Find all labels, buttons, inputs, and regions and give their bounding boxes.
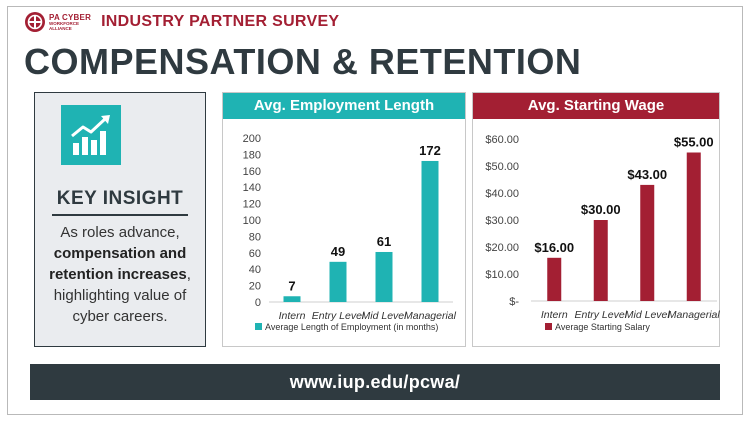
y-tick-label: 80	[249, 231, 261, 243]
y-tick-label: $50.00	[485, 161, 519, 173]
legend-swatch	[545, 323, 552, 330]
x-tick-label: Managerial	[668, 309, 721, 321]
employment-length-chart: 0 20 40 60 80 100 120 140 160 180 200 7 Intern 49 Entr…	[243, 133, 457, 332]
footer-url[interactable]: www.iup.edu/pcwa/	[30, 364, 720, 400]
key-insight-divider	[52, 214, 188, 216]
pa-cyber-logo-icon	[25, 12, 45, 32]
data-label: 172	[419, 143, 441, 158]
starting-wage-chart-panel: Avg. Starting Wage $- $10.00 $20.00 $30.00 $…	[472, 92, 720, 347]
header: PA CYBER WORKFORCE ALLIANCE INDUSTRY PAR…	[24, 11, 339, 33]
starting-wage-chart-title: Avg. Starting Wage	[473, 93, 719, 119]
growth-chart-icon	[61, 105, 121, 165]
y-tick-label: 140	[243, 182, 261, 194]
y-tick-label: $20.00	[485, 242, 519, 254]
x-tick-label: Entry Level	[312, 310, 365, 322]
data-label: $55.00	[674, 135, 714, 150]
bar	[421, 160, 439, 302]
data-label: 49	[331, 244, 345, 259]
logo-text: PA CYBER WORKFORCE ALLIANCE	[49, 12, 92, 31]
y-tick-label: $30.00	[485, 215, 519, 227]
y-tick-label: $40.00	[485, 188, 519, 200]
data-label: $16.00	[534, 240, 574, 255]
employment-length-chart-title: Avg. Employment Length	[223, 93, 465, 119]
x-tick-label: Mid Level	[362, 310, 408, 322]
logo-line1: PA CYBER	[49, 12, 92, 22]
starting-wage-chart: $- $10.00 $20.00 $30.00 $40.00 $50.00 $60.00 $1…	[485, 134, 721, 332]
y-tick-label: $60.00	[485, 134, 519, 146]
bar	[375, 251, 393, 302]
y-tick-label: 60	[249, 248, 261, 260]
key-insight-title: KEY INSIGHT	[56, 188, 184, 209]
data-label: 61	[377, 234, 391, 249]
y-tick-label: 120	[243, 199, 261, 211]
bar	[593, 220, 608, 301]
x-tick-label: Intern	[541, 309, 568, 321]
y-tick-label: 0	[255, 297, 261, 309]
bar	[547, 257, 562, 301]
data-label: $30.00	[581, 202, 621, 217]
logo-line2: WORKFORCE	[49, 20, 79, 26]
employment-length-chart-panel: Avg. Employment Length 0 20 40 60 80 100 120 14…	[222, 92, 466, 347]
y-tick-label: 100	[243, 215, 261, 227]
bar	[329, 261, 347, 302]
insight-text-bold: compensation and retention increases	[49, 245, 187, 283]
insight-text-after: , highlighting value of cyber careers.	[53, 266, 191, 325]
survey-title: INDUSTRY PARTNER SURVEY	[101, 13, 340, 30]
y-tick-label: $-	[509, 296, 519, 308]
y-tick-label: 160	[243, 166, 261, 178]
y-tick-label: $10.00	[485, 269, 519, 281]
logo-line3: ALLIANCE	[49, 25, 72, 31]
bar	[640, 184, 655, 301]
legend-swatch	[255, 323, 262, 330]
page-title: COMPENSATION & RETENTION	[24, 41, 582, 82]
data-label: $43.00	[627, 167, 667, 182]
y-tick-label: 180	[243, 149, 261, 161]
key-insight-text: As roles advance, compensation and reten…	[40, 222, 200, 327]
y-tick-label: 40	[249, 264, 261, 276]
bar	[283, 296, 301, 302]
x-tick-label: Mid Level	[625, 309, 671, 321]
y-tick-label: 200	[243, 133, 261, 145]
x-tick-label: Intern	[279, 310, 306, 322]
legend-label: Average Starting Salary	[555, 322, 650, 332]
logo: PA CYBER WORKFORCE ALLIANCE	[24, 11, 91, 33]
x-tick-label: Managerial	[404, 310, 457, 322]
y-tick-label: 20	[249, 281, 261, 293]
legend-label: Average Length of Employment (in months)	[265, 322, 438, 332]
insight-text-before: As roles advance,	[60, 224, 180, 241]
bar	[686, 152, 701, 301]
data-label: 7	[288, 278, 295, 293]
x-tick-label: Entry Level	[574, 309, 627, 321]
